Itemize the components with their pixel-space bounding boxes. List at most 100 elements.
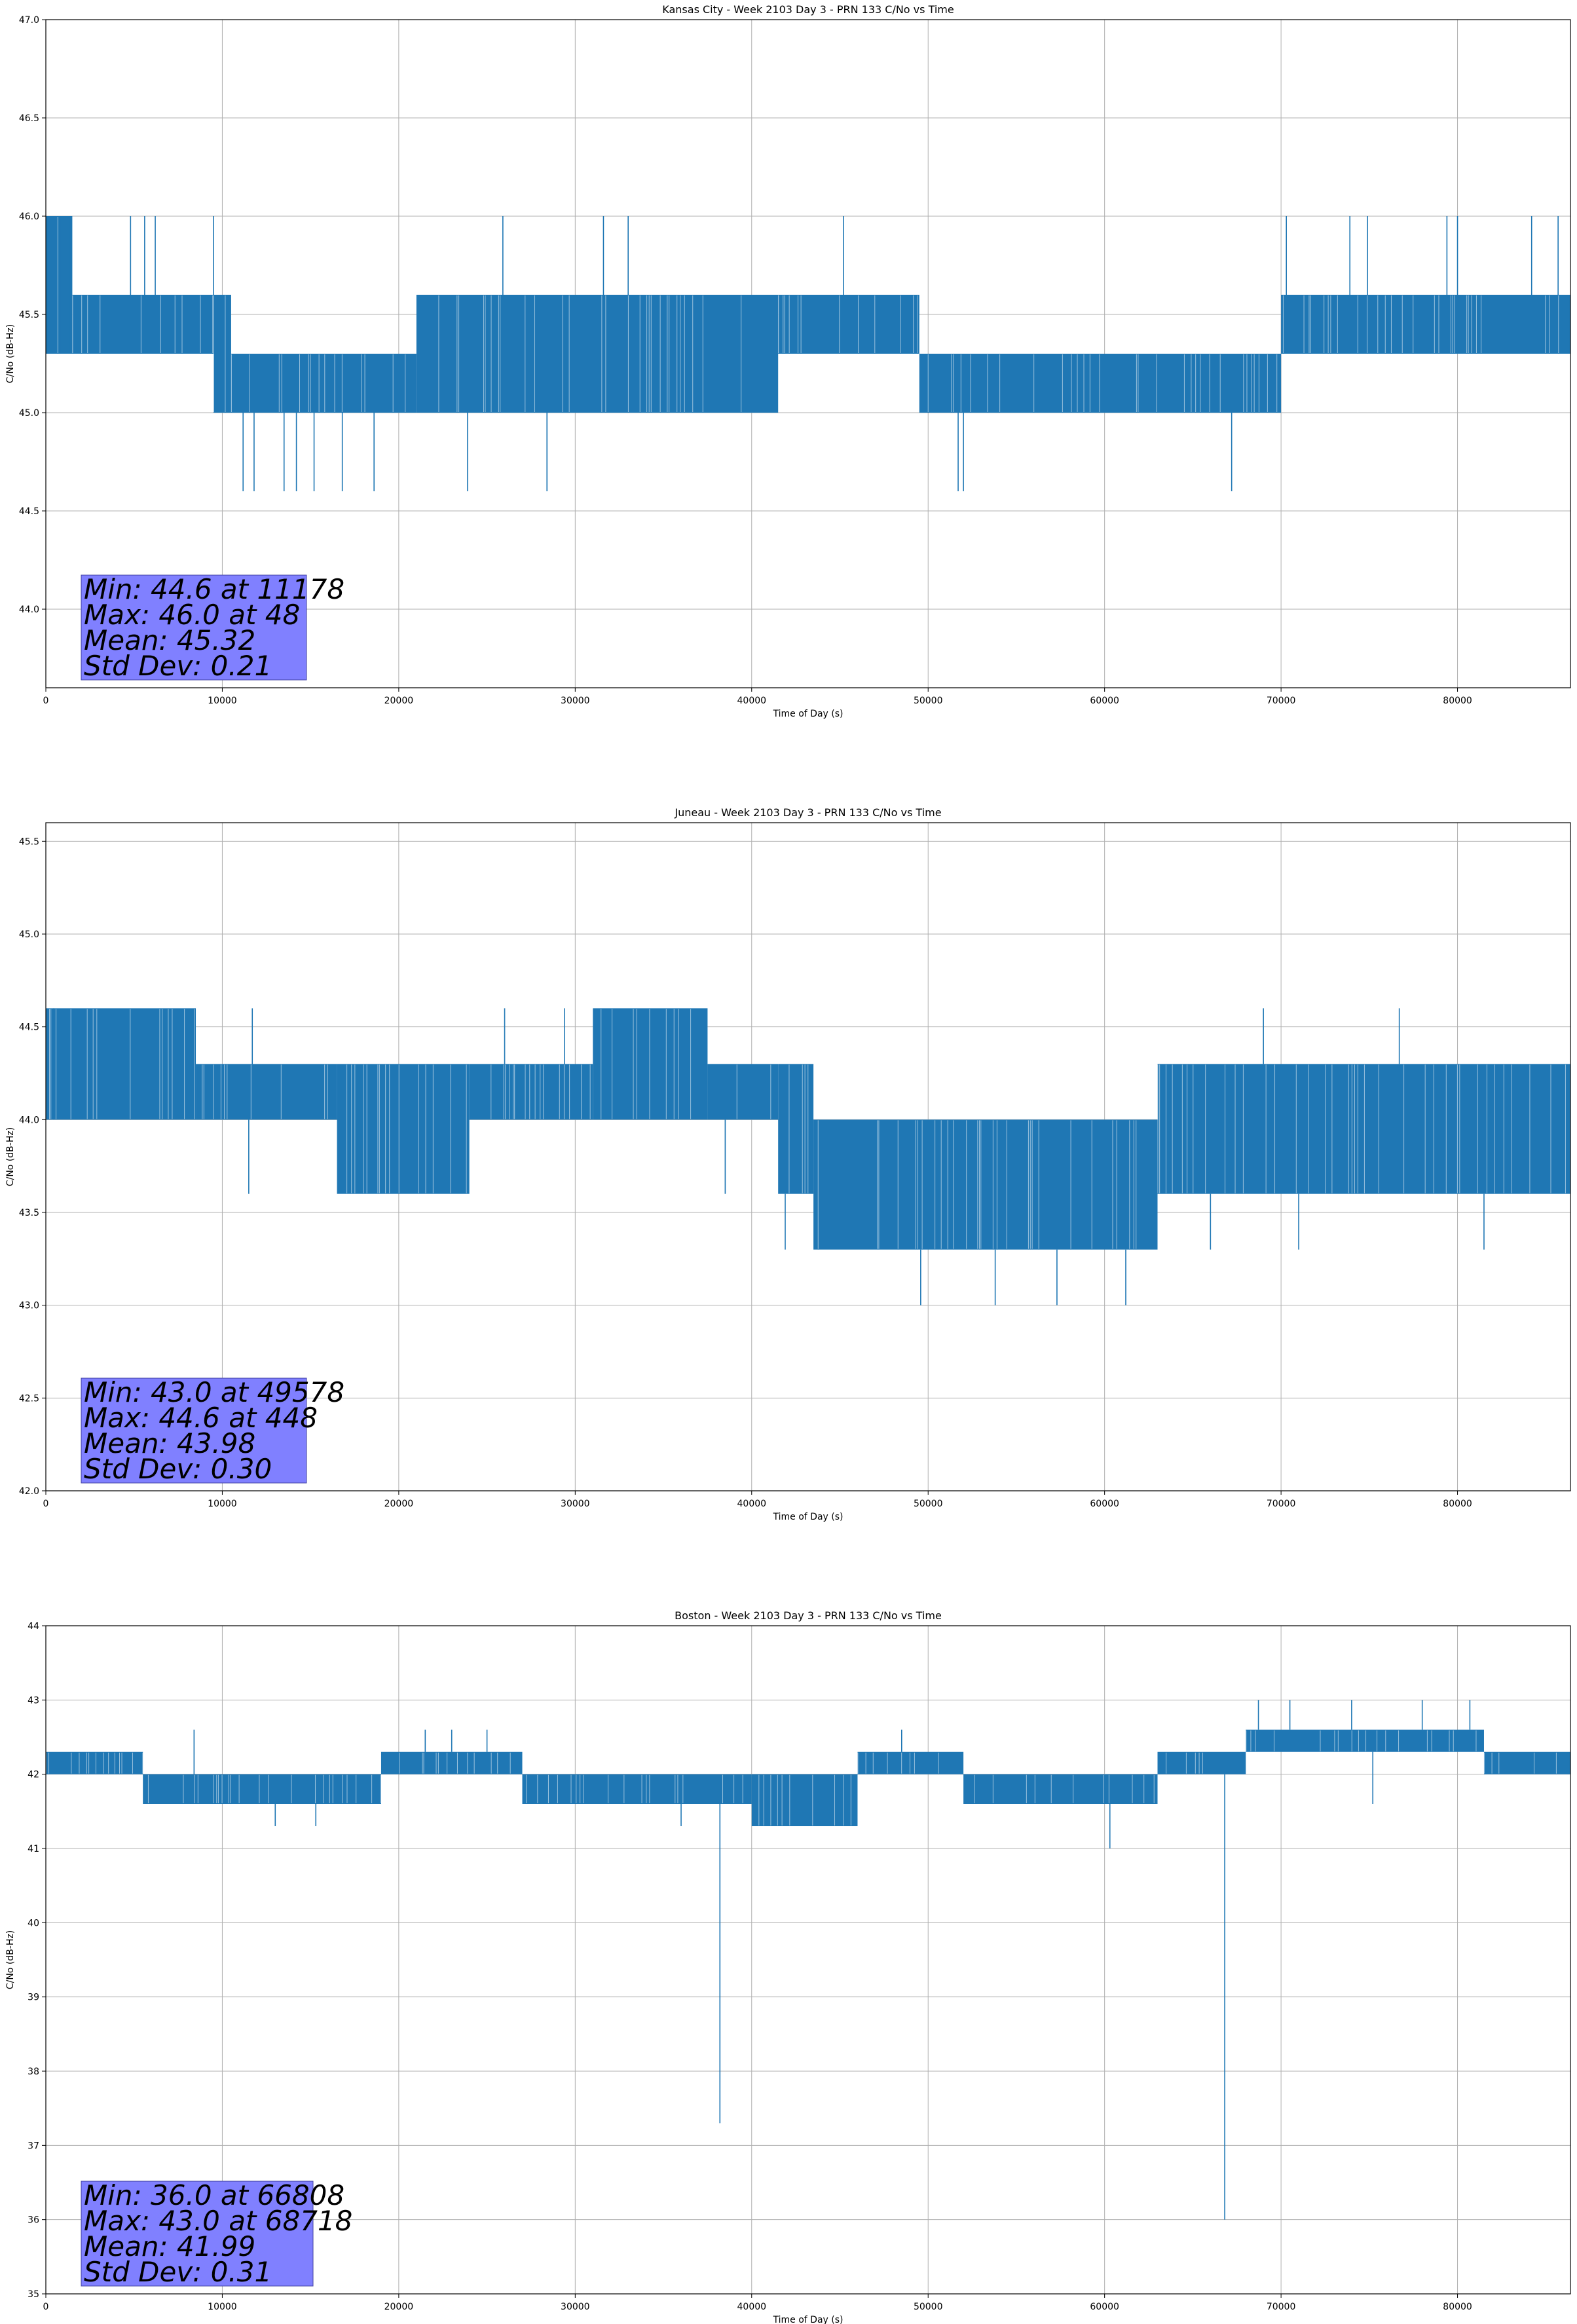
band-gap: [1202, 1752, 1203, 1774]
x-tick-label: 80000: [1443, 696, 1472, 706]
band-gap: [1550, 1064, 1551, 1193]
y-tick-label: 42: [28, 1770, 39, 1780]
band-gap: [1205, 1064, 1206, 1193]
band-gap: [951, 354, 952, 412]
y-tick-label: 39: [28, 1993, 39, 2003]
series-band: [522, 1774, 752, 1804]
band-gap: [231, 354, 232, 412]
x-tick-label: 60000: [1090, 1499, 1119, 1509]
band-gap: [1099, 354, 1100, 412]
band-gap: [878, 1120, 880, 1249]
band-gap: [498, 295, 499, 412]
y-tick-label: 43.0: [19, 1301, 39, 1311]
chart-title: Kansas City - Week 2103 Day 3 - PRN 133 …: [662, 3, 954, 16]
x-tick-label: 20000: [384, 696, 414, 706]
band-gap: [877, 1120, 878, 1249]
band-gap: [649, 1009, 650, 1119]
y-tick-label: 37: [28, 2141, 39, 2151]
series-band: [751, 1774, 858, 1826]
band-gap: [1031, 1120, 1033, 1249]
band-gap: [92, 1009, 94, 1119]
band-gap: [563, 1064, 565, 1119]
band-gap: [722, 1774, 724, 1803]
band-gap: [392, 354, 394, 412]
band-gap: [940, 1120, 942, 1249]
series-band: [416, 295, 779, 413]
band-gap: [86, 1009, 88, 1119]
x-axis-label: Time of Day (s): [773, 709, 844, 719]
band-gap: [1385, 1730, 1386, 1752]
band-gap: [379, 1064, 380, 1193]
band-gap: [537, 1774, 538, 1803]
band-gap: [1434, 295, 1435, 353]
band-gap: [1558, 295, 1559, 353]
band-gap: [583, 1774, 584, 1803]
band-gap: [88, 1752, 90, 1774]
band-gap: [872, 1752, 874, 1774]
band-gap: [456, 295, 458, 412]
band-gap: [341, 354, 343, 412]
band-gap: [221, 1774, 223, 1803]
x-tick-label: 0: [43, 1499, 49, 1509]
y-tick-label: 35: [28, 2289, 39, 2300]
band-gap: [514, 1064, 515, 1119]
band-gap: [1424, 1064, 1426, 1193]
band-gap: [770, 1064, 771, 1119]
band-gap: [299, 354, 300, 412]
band-gap: [897, 1120, 899, 1249]
band-gap: [483, 295, 484, 412]
x-tick-label: 20000: [384, 2302, 414, 2312]
band-gap: [194, 1009, 195, 1119]
x-tick-label: 40000: [737, 2302, 767, 2312]
series-band: [1157, 1752, 1246, 1774]
band-gap: [1449, 1730, 1450, 1752]
band-gap: [901, 1752, 902, 1774]
band-gap: [543, 1064, 544, 1119]
band-gap: [921, 1120, 923, 1249]
series-line: [46, 216, 1570, 491]
band-gap: [147, 1774, 149, 1803]
band-gap: [770, 1774, 771, 1826]
x-tick-label: 70000: [1267, 696, 1296, 706]
band-gap: [692, 295, 694, 412]
band-gap: [119, 1752, 120, 1774]
band-gap: [491, 1752, 492, 1774]
band-gap: [557, 1774, 558, 1803]
band-gap: [980, 1120, 982, 1249]
band-gap: [50, 1009, 52, 1119]
band-gap: [1185, 1752, 1187, 1774]
series-band: [1246, 1729, 1484, 1752]
y-tick-label: 44.5: [19, 1022, 39, 1033]
band-gap: [1183, 354, 1185, 412]
band-gap: [389, 1064, 390, 1193]
band-gap: [690, 1009, 692, 1119]
x-tick-label: 30000: [561, 696, 590, 706]
band-gap: [497, 1752, 498, 1774]
band-gap: [1267, 354, 1268, 412]
band-gap: [181, 295, 183, 353]
band-gap: [363, 1064, 364, 1193]
y-tick-label: 45.0: [19, 408, 39, 419]
band-gap: [456, 1752, 458, 1774]
band-gap: [346, 1774, 348, 1803]
series-band: [857, 1752, 964, 1774]
x-axis-label: Time of Day (s): [773, 1512, 844, 1522]
band-gap: [1243, 354, 1244, 412]
band-gap: [684, 295, 685, 412]
x-tick-label: 60000: [1090, 696, 1119, 706]
band-gap: [953, 1120, 954, 1249]
band-gap: [678, 1009, 679, 1119]
band-gap: [627, 295, 629, 412]
band-gap: [665, 1009, 667, 1119]
band-gap: [659, 295, 661, 412]
band-gap: [927, 354, 929, 412]
band-gap: [677, 1774, 678, 1803]
x-tick-label: 70000: [1267, 2302, 1296, 2312]
band-gap: [1401, 295, 1403, 353]
band-gap: [987, 354, 988, 412]
x-tick-label: 0: [43, 2302, 49, 2312]
band-gap: [1459, 1064, 1460, 1193]
band-gap: [200, 295, 201, 353]
y-tick-label: 44.0: [19, 1115, 39, 1125]
band-gap: [812, 1774, 813, 1826]
